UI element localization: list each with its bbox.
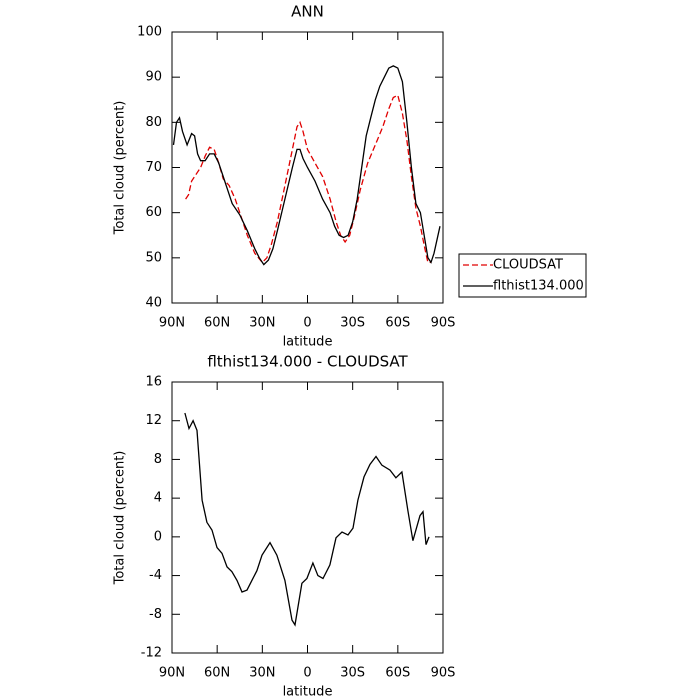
x-tick-label: 0 bbox=[303, 666, 311, 681]
x-tick-label: 60N bbox=[204, 316, 230, 331]
y-tick-label: -8 bbox=[149, 607, 162, 622]
y-axis-label: Total cloud (percent) bbox=[113, 451, 128, 586]
legend-label: CLOUDSAT bbox=[493, 258, 563, 273]
y-tick-label: 100 bbox=[137, 25, 162, 40]
y-tick-label: -12 bbox=[141, 646, 162, 661]
chart-title: ANN bbox=[291, 3, 324, 21]
y-tick-label: 80 bbox=[145, 115, 162, 130]
legend-box bbox=[458, 253, 587, 298]
x-axis-label: latitude bbox=[283, 685, 333, 700]
x-tick-label: 60N bbox=[204, 666, 230, 681]
y-tick-label: 70 bbox=[145, 160, 162, 175]
y-tick-label: -4 bbox=[149, 568, 162, 583]
y-tick-label: 0 bbox=[154, 529, 162, 544]
x-tick-label: 30N bbox=[249, 316, 275, 331]
y-axis-label: Total cloud (percent) bbox=[113, 101, 128, 236]
x-tick-label: 60S bbox=[385, 666, 410, 681]
x-tick-label: 30N bbox=[249, 666, 275, 681]
x-tick-label: 90N bbox=[159, 666, 185, 681]
y-tick-label: 12 bbox=[145, 413, 162, 428]
y-tick-label: 8 bbox=[154, 452, 162, 467]
y-tick-label: 4 bbox=[154, 491, 162, 506]
x-tick-label: 30S bbox=[340, 666, 365, 681]
data-line bbox=[172, 65, 441, 266]
y-tick-label: 16 bbox=[145, 375, 162, 390]
x-tick-label: 60S bbox=[385, 316, 410, 331]
y-tick-label: 60 bbox=[145, 205, 162, 220]
data-line bbox=[185, 94, 431, 264]
x-axis-label: latitude bbox=[283, 335, 333, 350]
x-tick-label: 90S bbox=[431, 666, 456, 681]
x-tick-label: 30S bbox=[340, 316, 365, 331]
x-tick-label: 0 bbox=[303, 316, 311, 331]
x-tick-label: 90N bbox=[159, 316, 185, 331]
x-tick-label: 90S bbox=[431, 316, 456, 331]
y-tick-label: 90 bbox=[145, 70, 162, 85]
y-tick-label: 40 bbox=[145, 296, 162, 311]
y-tick-label: 50 bbox=[145, 250, 162, 265]
data-line bbox=[184, 412, 430, 627]
plot-frame bbox=[171, 381, 444, 654]
chart-title: flthist134.000 - CLOUDSAT bbox=[207, 353, 408, 371]
legend-label: flthist134.000 bbox=[493, 279, 584, 294]
